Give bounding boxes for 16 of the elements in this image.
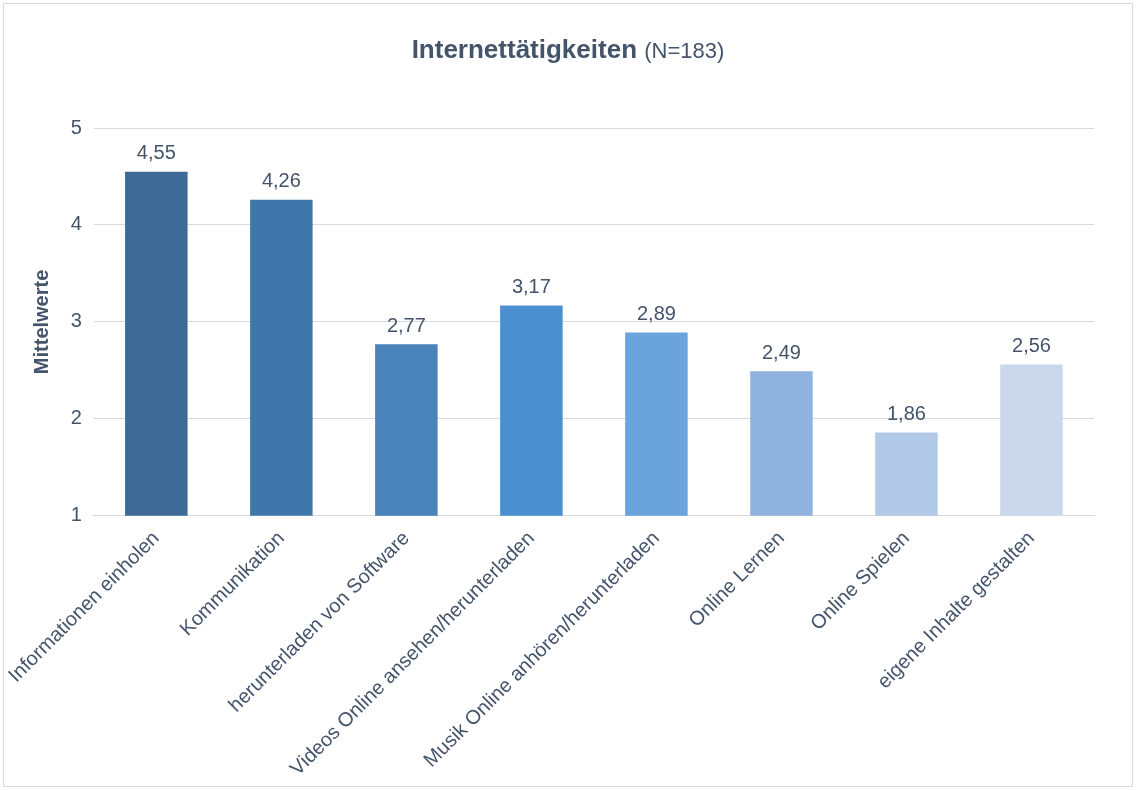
chart-title: Internettätigkeiten [411, 34, 638, 64]
data-label: 2,56 [1012, 334, 1051, 357]
data-label: 2,77 [386, 313, 426, 336]
data-label: 1,86 [887, 401, 926, 424]
y-tick-label: 2 [70, 406, 82, 429]
y-tick-label: 3 [70, 309, 82, 332]
chart-subtitle: (N=183) [644, 38, 725, 63]
y-axis-title: Mittelwerte [30, 269, 53, 375]
data-label: 3,17 [511, 274, 551, 297]
data-label: 4,26 [261, 169, 301, 192]
y-tick-label: 4 [70, 212, 82, 235]
y-tick-label: 1 [70, 503, 82, 526]
data-label: 4,55 [136, 141, 176, 164]
data-label: 2,49 [761, 340, 801, 363]
y-tick-label: 5 [70, 115, 82, 138]
data-label: 2,89 [636, 302, 676, 325]
